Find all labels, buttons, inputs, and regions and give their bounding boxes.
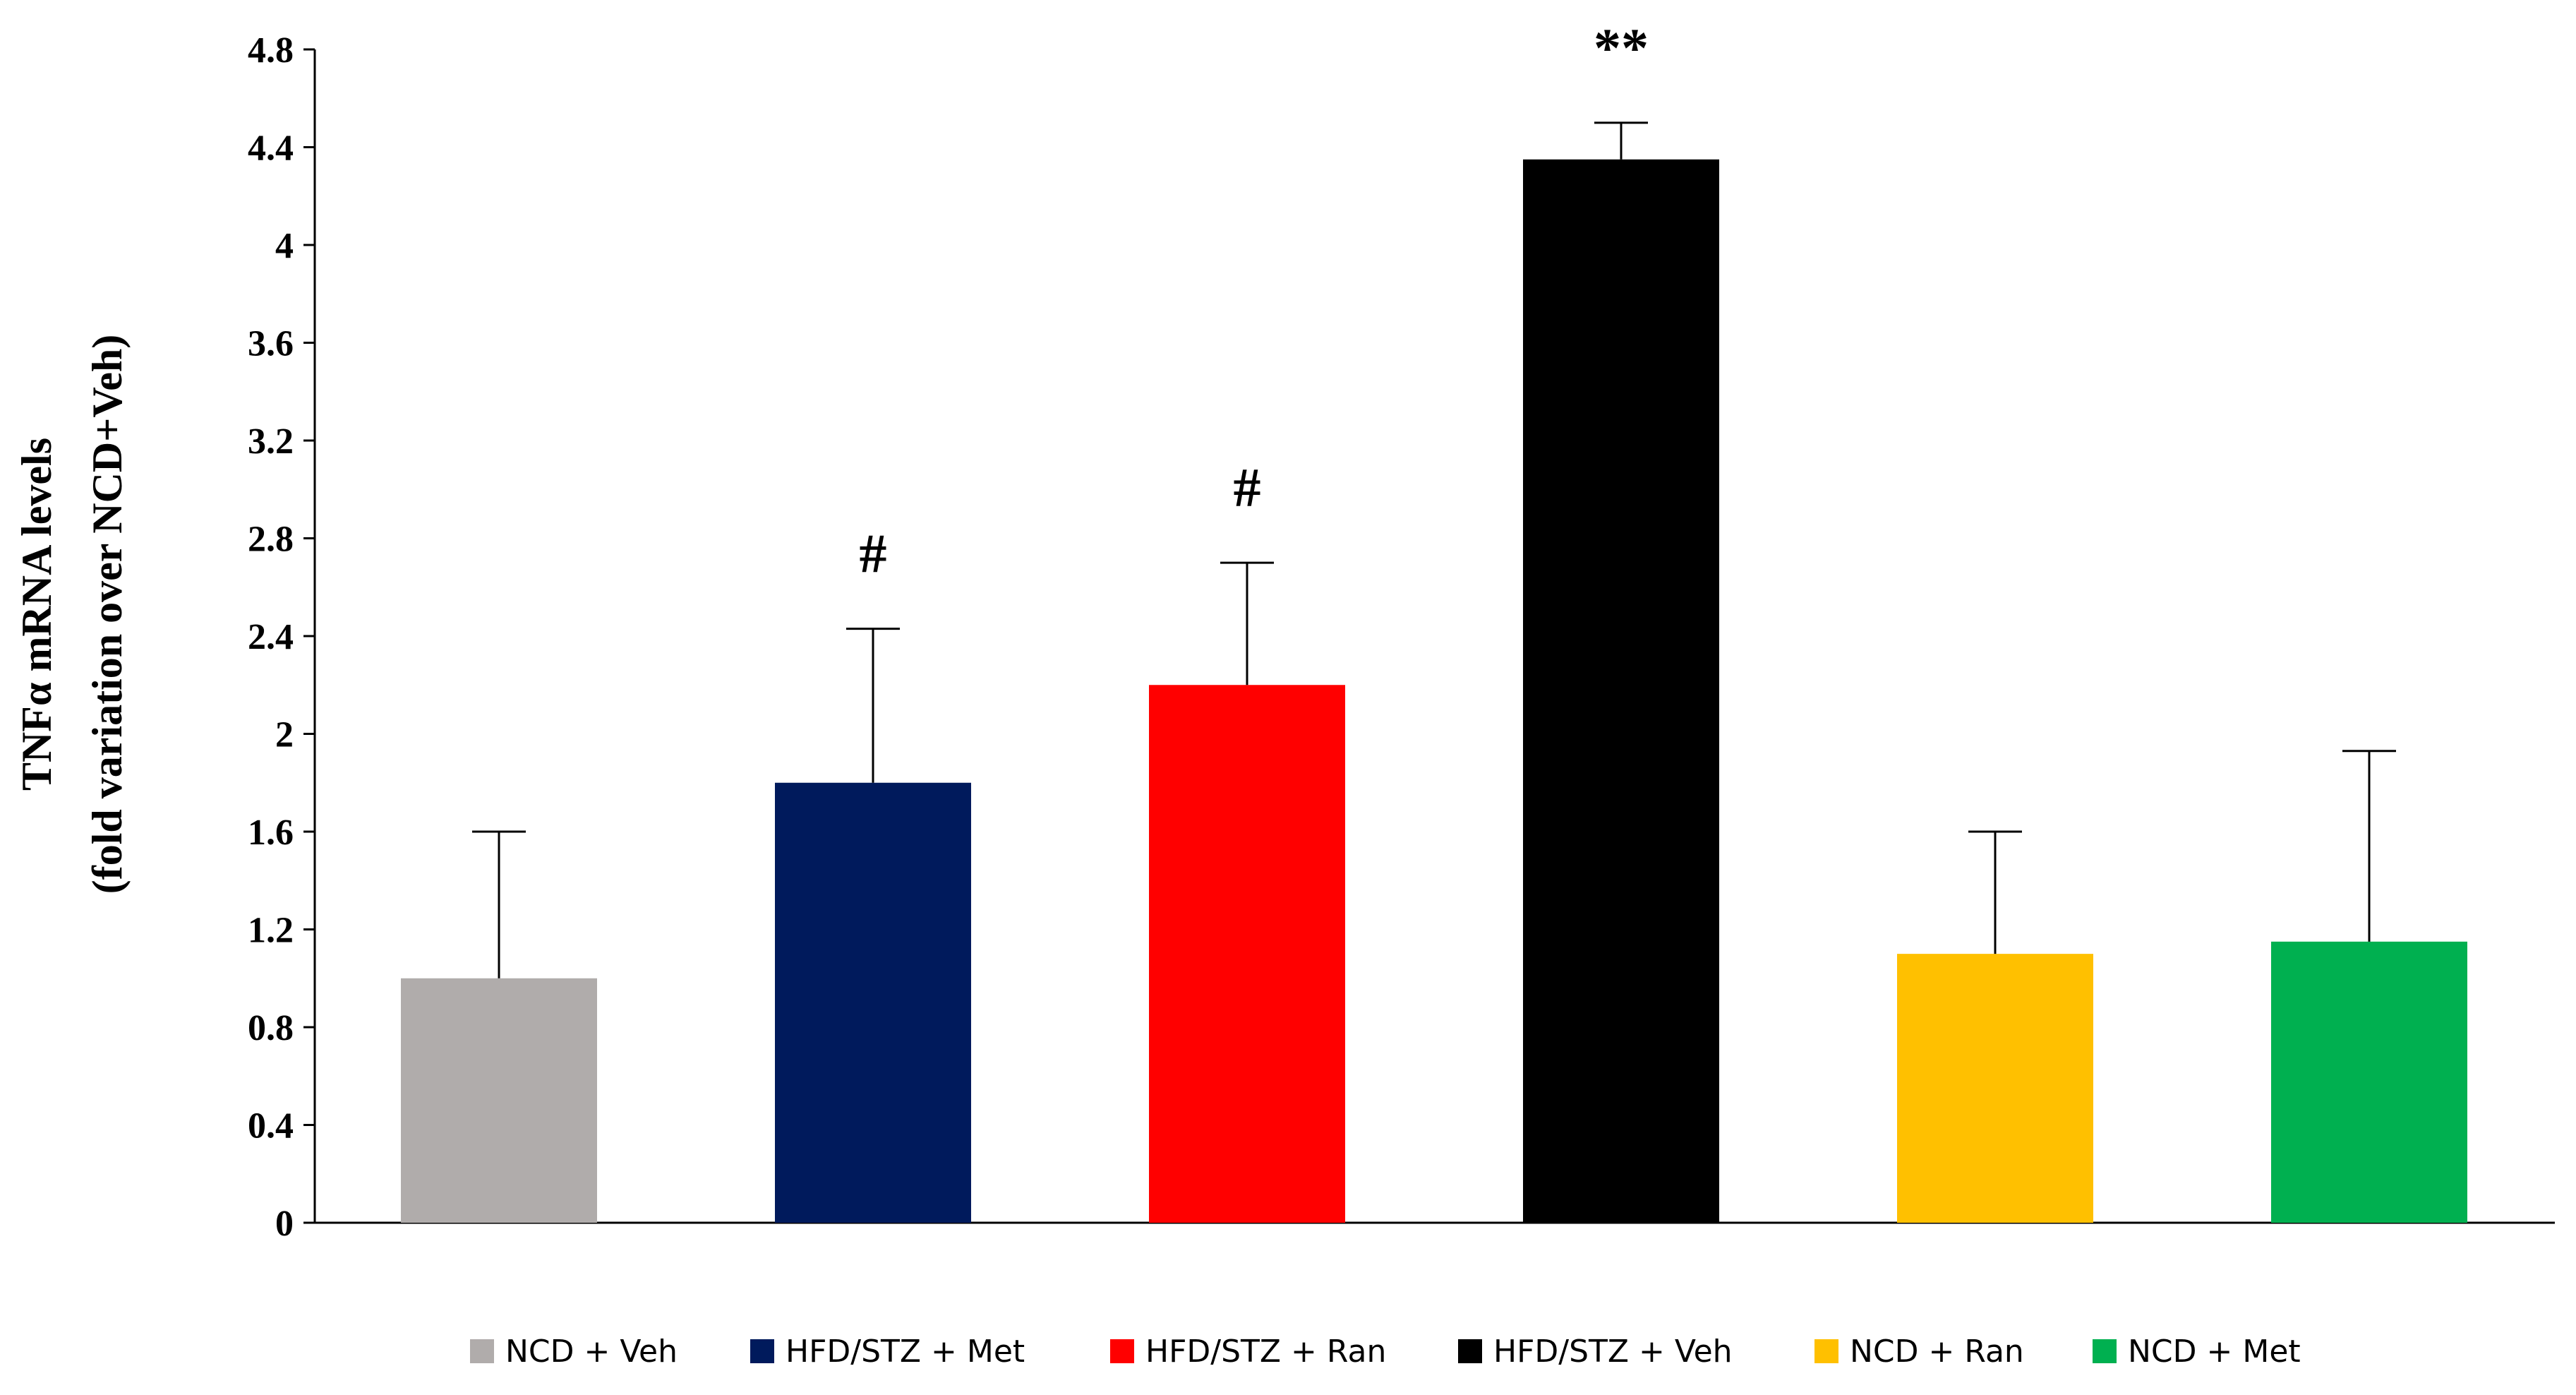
bar [775, 782, 971, 1223]
y-tick-label: 0 [275, 1204, 294, 1244]
legend: NCD + Veh HFD/STZ + Met HFD/STZ + Ran HFD/S… [470, 1334, 2301, 1370]
significance-annotation: # [860, 523, 887, 585]
y-tick-label: 4.8 [248, 30, 294, 71]
y-tick-label: 3.2 [248, 421, 294, 462]
bar [401, 978, 597, 1223]
y-axis-label: TNFα mRNA levels (fold variation over NC… [13, 335, 131, 894]
significance-annotation: # [1234, 457, 1261, 518]
axes [313, 49, 2555, 1224]
y-tick-label: 4 [275, 226, 294, 266]
legend-label: HFD/STZ + Ran [1145, 1334, 1386, 1370]
significance-annotation: ** [1594, 17, 1649, 78]
legend-label: HFD/STZ + Veh [1493, 1334, 1733, 1370]
legend-label: NCD + Veh [505, 1334, 678, 1370]
y-tick-label: 3.6 [248, 324, 294, 364]
legend-label: HFD/STZ + Met [786, 1334, 1025, 1370]
y-axis-label-line2: (fold variation over NCD+Veh) [84, 335, 131, 894]
bar [1523, 159, 1719, 1223]
y-tick-label: 0.4 [248, 1106, 294, 1146]
legend-swatch [470, 1339, 494, 1363]
y-tick-label: 2 [275, 715, 294, 755]
legend-label: NCD + Met [2128, 1334, 2301, 1370]
y-axis-label-line1: TNFα mRNA levels [13, 438, 60, 791]
y-tick-label: 2.8 [248, 520, 294, 560]
bar [1897, 954, 2093, 1223]
legend-swatch [1814, 1339, 1838, 1363]
y-tick-label: 4.4 [248, 128, 294, 169]
y-tick-label: 1.6 [248, 813, 294, 853]
legend-swatch [1458, 1339, 1482, 1363]
legend-label: NCD + Ran [1850, 1334, 2024, 1370]
bars: # # ** [401, 17, 2467, 1223]
legend-swatch [750, 1339, 774, 1363]
y-tick-label: 2.4 [248, 617, 294, 657]
bar [1149, 685, 1345, 1223]
legend-swatch [2093, 1339, 2117, 1363]
y-tick-label: 1.2 [248, 911, 294, 951]
y-tick-label: 0.8 [248, 1008, 294, 1048]
y-ticks: 0 0.4 0.8 1.2 1.6 2 2.4 2.8 3.2 3.6 4 4.4 4.8 [248, 30, 315, 1244]
legend-swatch [1110, 1339, 1134, 1363]
bar [2271, 941, 2467, 1223]
